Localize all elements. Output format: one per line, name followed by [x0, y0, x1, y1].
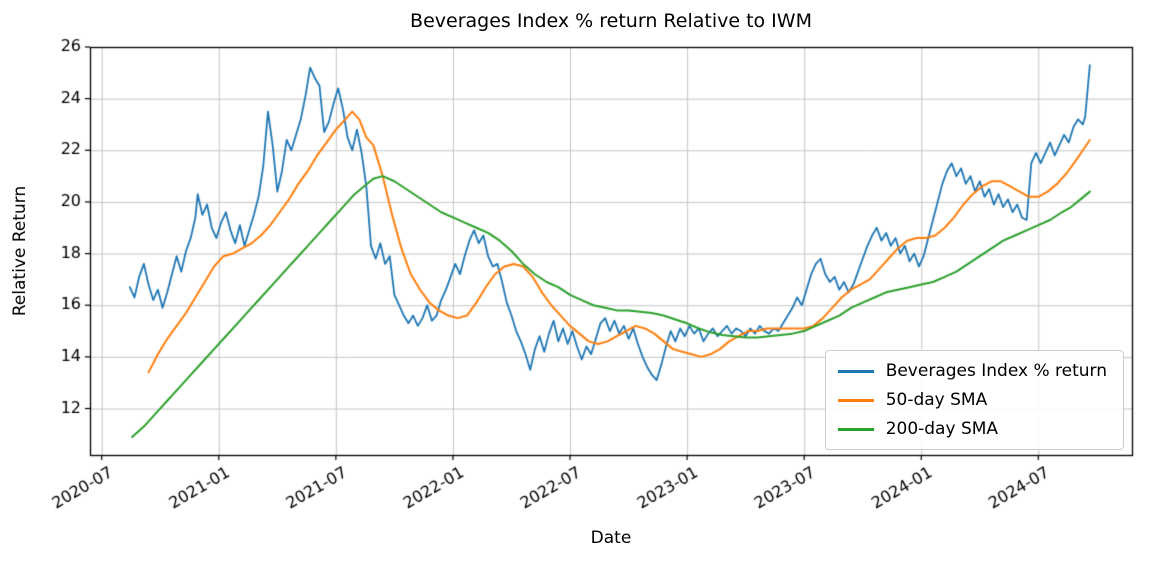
legend-entry-beverages: Beverages Index % return: [837, 361, 1107, 381]
legend-label-sma50: 50-day SMA: [885, 390, 988, 410]
legend-line-sample-blue-icon: [837, 369, 874, 373]
x-axis-label: Date: [590, 528, 632, 548]
legend-line-sample-green-icon: [837, 427, 874, 431]
y-axis-label: Relative Return: [10, 185, 30, 317]
chart-title: Beverages Index % return Relative to IWM: [410, 10, 812, 32]
legend-label-sma200: 200-day SMA: [885, 419, 999, 439]
legend-entry-sma200: 200-day SMA: [837, 419, 1107, 439]
legend-label-beverages: Beverages Index % return: [885, 361, 1107, 381]
legend: Beverages Index % return 50-day SMA 200-…: [824, 350, 1124, 450]
legend-line-sample-orange-icon: [837, 398, 874, 402]
legend-entry-sma50: 50-day SMA: [837, 390, 1107, 410]
